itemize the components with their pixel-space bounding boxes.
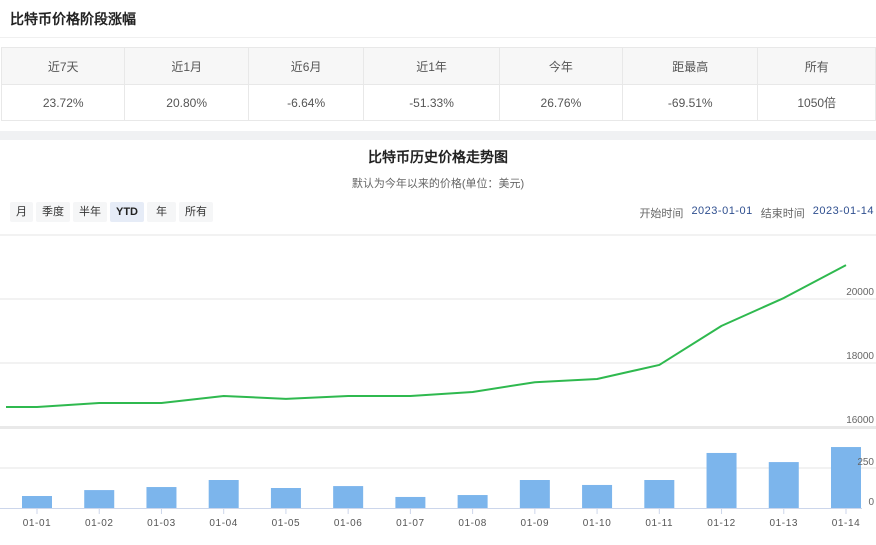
x-axis-label: 01-10 [583, 518, 612, 529]
price-line [6, 264, 847, 408]
value-7d: 23.72% [0, 84, 126, 121]
x-axis: 01-01 01-02 01-03 01-04 01-05 01-06 01-07 01-08… [0, 508, 862, 529]
range-button-month[interactable]: 月 [10, 202, 33, 222]
performance-header-row: 近7天 近1月 近6月 近1年 今年 距最高 所有 [0, 47, 876, 85]
volume-bar[interactable] [831, 447, 861, 508]
end-date-input[interactable]: 2023-01-14 [812, 205, 874, 217]
range-button-half-year[interactable]: 半年 [73, 202, 107, 222]
x-axis-label: 01-07 [396, 518, 425, 529]
volume-bar[interactable] [146, 487, 177, 508]
header-7d: 近7天 [0, 47, 126, 85]
value-6m: -6.64% [247, 84, 365, 121]
range-button-quarter[interactable]: 季度 [36, 202, 70, 222]
divider [0, 37, 876, 38]
value-1m: 20.80% [124, 84, 249, 121]
header-1m: 近1月 [124, 47, 249, 85]
volume-bar[interactable] [333, 486, 364, 508]
x-axis-label: 01-03 [147, 518, 176, 529]
value-1y: -51.33% [363, 84, 500, 121]
section-separator [0, 131, 876, 140]
svg-text:16000: 16000 [846, 415, 874, 426]
x-axis-label: 01-11 [645, 518, 673, 529]
performance-title: 比特币价格阶段涨幅 [10, 11, 136, 27]
value-ytd: 26.76% [498, 84, 624, 121]
x-axis-label: 01-12 [707, 518, 736, 529]
header-6m: 近6月 [247, 47, 365, 85]
volume-bar[interactable] [457, 495, 488, 508]
value-all: 1050倍 [757, 84, 876, 121]
svg-text:0: 0 [868, 497, 874, 508]
range-button-ytd[interactable]: YTD [110, 202, 144, 222]
x-axis-label: 01-08 [458, 518, 487, 529]
volume-bar[interactable] [519, 480, 550, 508]
header-all: 所有 [757, 47, 876, 85]
header-1y: 近1年 [363, 47, 500, 85]
x-axis-label: 01-06 [334, 518, 363, 529]
volume-bar[interactable] [84, 490, 115, 508]
start-date-label: 开始时间 [639, 208, 684, 220]
range-selector: 月 季度 半年 YTD 年 所有 [10, 202, 213, 222]
x-axis-label: 01-01 [23, 518, 52, 529]
performance-table: 近7天 近1月 近6月 近1年 今年 距最高 所有 23.72% 20.80% … [0, 47, 876, 121]
volume-bar[interactable] [22, 496, 52, 508]
x-axis-label: 01-04 [209, 518, 238, 529]
volume-bar[interactable] [768, 462, 799, 508]
end-date-label: 结束时间 [760, 208, 805, 220]
x-axis-label: 01-05 [272, 518, 301, 529]
volume-bar[interactable] [270, 488, 301, 508]
header-from-high: 距最高 [622, 47, 759, 85]
start-date-input[interactable]: 2023-01-01 [691, 205, 753, 217]
x-axis-label: 01-13 [769, 518, 798, 529]
x-axis-label: 01-14 [832, 518, 861, 529]
performance-value-row: 23.72% 20.80% -6.64% -51.33% 26.76% -69.… [0, 84, 876, 121]
volume-bar[interactable] [395, 496, 426, 508]
x-axis-label: 01-09 [521, 518, 550, 529]
volume-bar[interactable] [582, 484, 613, 508]
svg-text:250: 250 [857, 457, 874, 468]
chart-subtitle: 默认为今年以来的价格(单位：美元) [351, 178, 525, 190]
volume-bar[interactable] [644, 480, 675, 508]
date-range: 开始时间 2023-01-01 结束时间 2023-01-14 [639, 205, 874, 221]
range-button-year[interactable]: 年 [147, 202, 176, 222]
x-axis-label: 01-02 [85, 518, 114, 529]
svg-text:18000: 18000 [846, 351, 874, 362]
chart-title: 比特币历史价格走势图 [368, 149, 508, 165]
volume-bar[interactable] [706, 452, 737, 508]
value-from-high: -69.51% [622, 84, 759, 121]
volume-bar[interactable] [208, 480, 239, 508]
svg-text:20000: 20000 [846, 287, 874, 298]
header-ytd: 今年 [498, 47, 624, 85]
chart-grid [0, 234, 876, 469]
range-button-all[interactable]: 所有 [179, 202, 213, 222]
y-axis-labels: 16000 18000 20000 0 250 [846, 287, 874, 508]
volume-bars [22, 447, 861, 508]
price-chart[interactable]: 16000 18000 20000 0 250 01-01 01-02 01-03 01-04… [0, 228, 876, 545]
